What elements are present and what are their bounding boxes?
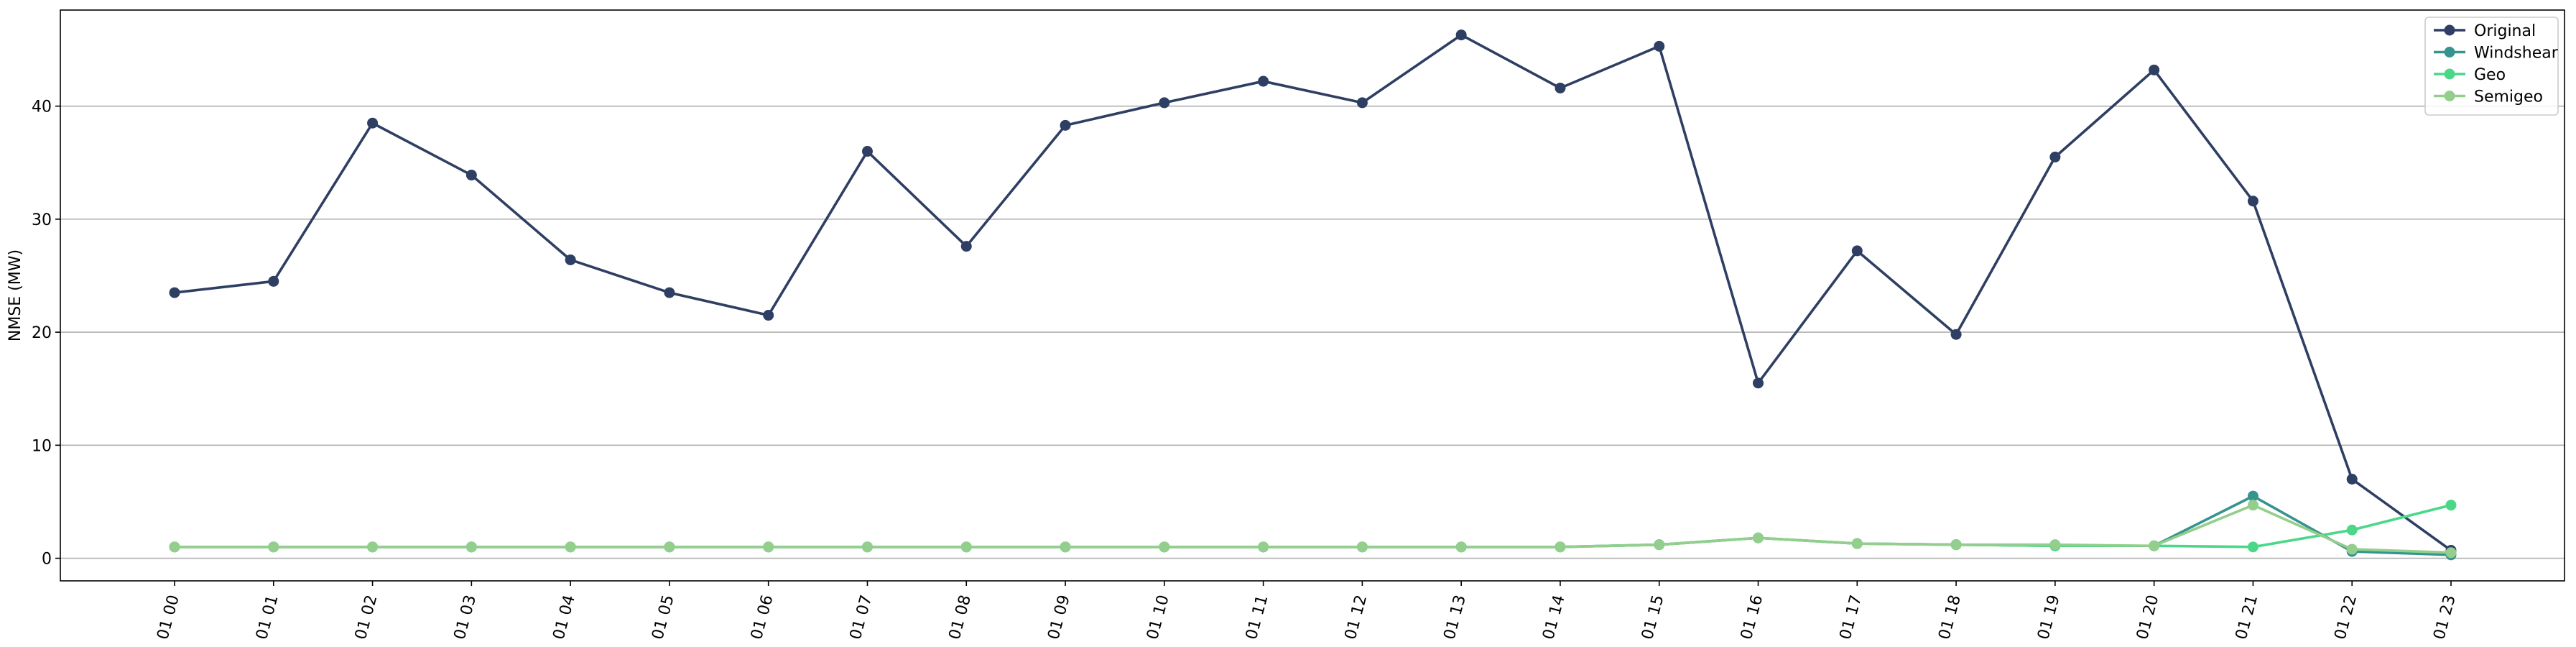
data-point [1753,377,1764,389]
data-point [2445,500,2457,511]
data-point [565,541,576,553]
data-point [2346,543,2358,555]
data-point [465,170,477,181]
data-point [1258,75,1269,87]
series-semigeo [169,500,2457,559]
series-line [175,503,2452,554]
data-point [2247,500,2258,511]
y-tick-label: 20 [32,324,52,342]
data-point [367,541,379,553]
data-point [2346,524,2358,536]
data-point [2445,547,2457,559]
data-point [1356,541,1368,553]
legend-label: Windshear [2474,45,2559,63]
legend-label: Original [2474,22,2536,40]
data-point [1356,97,1368,109]
data-point [1060,119,1071,131]
data-point [960,541,972,553]
series-group [169,29,2457,561]
data-point [1555,541,1566,553]
data-point [2149,64,2160,75]
data-point [861,541,873,553]
data-point [960,241,972,252]
data-point [664,541,675,553]
data-point [763,310,774,321]
series-line [174,33,2452,552]
series-original [169,29,2457,556]
legend-item-windshear: Windshear [2434,45,2559,63]
data-point [169,541,180,553]
legend-label: Semigeo [2474,88,2543,106]
data-point [565,254,576,265]
data-point [1950,539,1962,551]
data-point [1555,82,1566,93]
data-point [2247,490,2258,502]
data-point [268,541,279,553]
data-point [1654,539,1665,551]
legend-label: Geo [2474,66,2506,84]
legend-item-geo: Geo [2434,66,2506,84]
data-point [1159,97,1170,109]
data-point [1455,29,1467,41]
legend-swatch-marker [2444,68,2455,80]
data-point [1455,541,1467,553]
data-point [2049,151,2061,162]
data-point [367,117,379,129]
y-axis-label: NMSE (MW) [6,249,24,341]
data-point [1851,245,1863,257]
data-point [2247,196,2258,207]
data-point [2149,540,2160,551]
legend-swatch-marker [2444,24,2455,36]
data-point [1950,329,1962,340]
data-point [1753,532,1764,543]
y-axis: 0 10 20 30 40 [32,98,60,569]
data-point [169,287,180,298]
y-tick-label: 0 [42,551,52,569]
legend-item-original: Original [2434,22,2536,40]
data-point [1258,541,1269,553]
data-point [1060,541,1071,553]
data-point [664,287,675,298]
data-point [268,275,279,287]
data-point [763,541,774,553]
plot-frame [60,9,2565,582]
legend-box [2424,17,2559,116]
data-point [2247,541,2258,553]
legend-swatch-marker [2444,91,2455,101]
y-gridlines [60,105,2565,559]
data-point [2049,539,2061,551]
data-point [2346,473,2358,485]
y-tick-label: 10 [32,437,52,455]
legend-swatch-marker [2444,47,2455,58]
y-tick-label: 40 [32,98,52,116]
data-point [1654,40,1665,52]
legend: Original Windshear Geo Semigeo [2424,17,2559,116]
legend-item-semigeo: Semigeo [2434,88,2543,106]
data-point [861,146,873,157]
data-point [465,541,477,553]
data-point [1159,541,1170,553]
data-point [1851,538,1863,549]
y-tick-label: 30 [32,211,52,229]
